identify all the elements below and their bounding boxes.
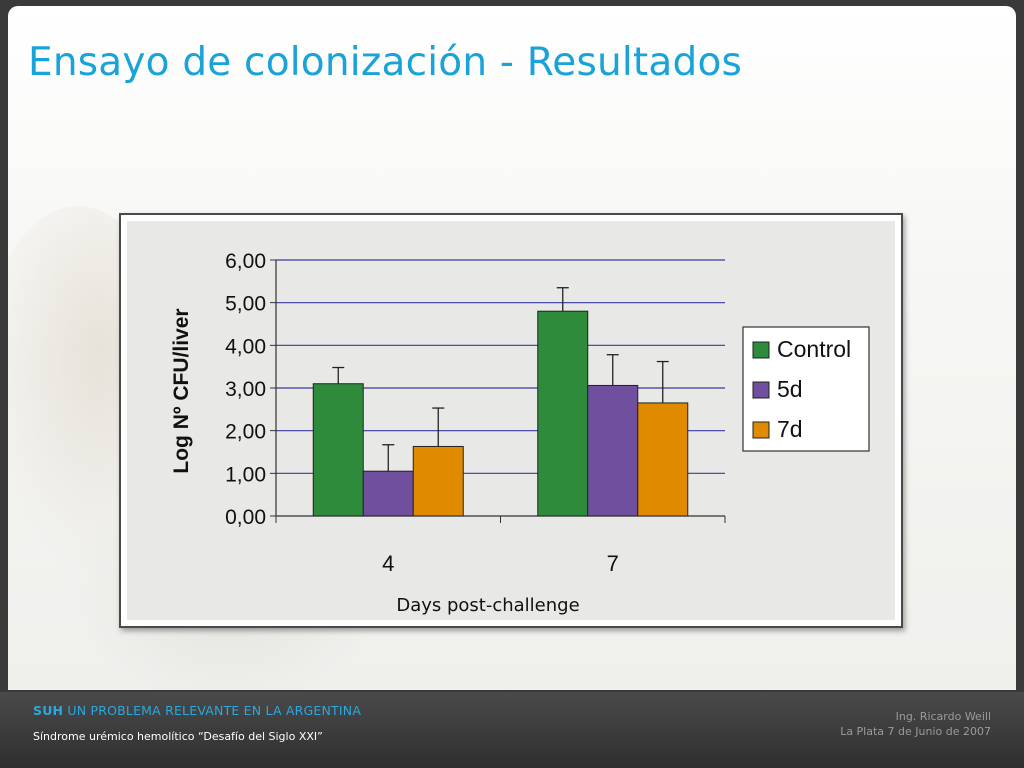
footer-subtitle: Síndrome urémico hemolítico “Desafío del… xyxy=(33,730,323,743)
bar-control xyxy=(312,383,364,517)
chart-frame: 0,00 1,00 2,00 3,00 4,00 5,00 6,00 4 7 Days post-… xyxy=(119,213,903,628)
footer-place-date: La Plata 7 de Junio de 2007 xyxy=(840,725,991,738)
legend-swatch-5d xyxy=(752,381,770,399)
footer-credits: Ing. Ricardo Weill La Plata 7 de Junio d… xyxy=(840,709,991,739)
x-tick-label: 7 xyxy=(607,551,619,576)
legend-label-5d: 5d xyxy=(777,376,803,402)
y-axis-label: Log Nº CFU/liver xyxy=(170,308,193,473)
y-tick-label: 0,00 xyxy=(225,506,266,529)
footer-bar xyxy=(0,692,1024,768)
bar-5d xyxy=(362,470,414,517)
legend-label-7d: 7d xyxy=(777,416,803,442)
y-tick-label: 6,00 xyxy=(225,250,266,273)
footer-brand-bold: SUH xyxy=(33,703,64,718)
legend: Control 5d 7d xyxy=(742,326,870,452)
footer-author: Ing. Ricardo Weill xyxy=(895,710,991,723)
y-tick-label: 1,00 xyxy=(225,463,266,486)
y-tick-label: 5,00 xyxy=(225,293,266,316)
bar-5d xyxy=(587,384,639,517)
y-tick-label: 3,00 xyxy=(225,378,266,401)
legend-label-control: Control xyxy=(777,336,851,362)
x-tick-label: 4 xyxy=(382,551,394,576)
legend-swatch-7d xyxy=(752,421,770,439)
x-axis-label: Days post-challenge xyxy=(396,595,579,616)
y-tick-label: 2,00 xyxy=(225,421,266,444)
y-tick-label: 4,00 xyxy=(225,335,266,358)
footer-brand-text: UN PROBLEMA RELEVANTE EN LA ARGENTINA xyxy=(63,703,362,718)
bar-chart: 0,00 1,00 2,00 3,00 4,00 5,00 6,00 4 7 Days post-… xyxy=(170,250,870,616)
footer-brand: SUH UN PROBLEMA RELEVANTE EN LA ARGENTIN… xyxy=(33,703,361,718)
bar-7d xyxy=(412,445,464,517)
slide-title: Ensayo de colonización - Resultados xyxy=(28,40,743,85)
bar-7d xyxy=(637,402,689,517)
chart-area: 0,00 1,00 2,00 3,00 4,00 5,00 6,00 4 7 Days post-… xyxy=(127,221,895,620)
bar-control xyxy=(537,310,589,517)
legend-swatch-control xyxy=(752,341,770,359)
